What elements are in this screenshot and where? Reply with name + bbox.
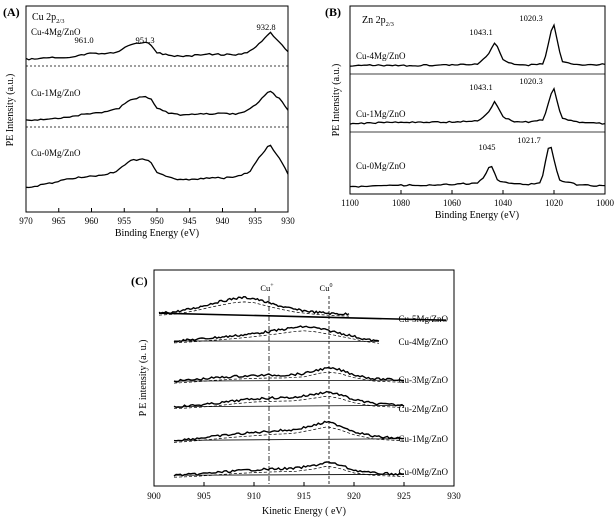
panel-b-series-line-2 xyxy=(349,146,606,188)
panel-c-label: (C) xyxy=(131,274,148,288)
panel-a-series-label-2: Cu-0Mg/ZnO xyxy=(31,148,81,158)
panel-c-series-line-5 xyxy=(173,461,405,477)
panel-c-series-label-0: Cu-5Mg/ZnO xyxy=(399,314,449,324)
panel-c-tick-label-0: 900 xyxy=(147,491,161,501)
panel-c-series-line-1 xyxy=(173,325,380,343)
panel-c-fit-line-1 xyxy=(173,330,380,344)
panel-c-series-line-0 xyxy=(158,295,350,316)
panel-c-tick-label-1: 905 xyxy=(197,491,211,501)
panel-b-peak-label-2: 1043.1 xyxy=(469,82,492,92)
panel-b-label: (B) xyxy=(325,5,341,19)
panel-b-peak-label-1: 1020.3 xyxy=(519,13,542,23)
panel-b-frame xyxy=(349,5,606,195)
panel-a-series-label-1: Cu-1Mg/ZnO xyxy=(31,88,81,98)
panel-c-series-label-4: Cu-1Mg/ZnO xyxy=(399,434,449,444)
panel-b-tick-label-3: 1040 xyxy=(494,198,513,208)
panel-c-tick-label-3: 915 xyxy=(297,491,311,501)
panel-c-series-label-2: Cu-3Mg/ZnO xyxy=(399,375,449,385)
panel-b-series-label-0: Cu-4Mg/ZnO xyxy=(356,51,406,61)
panel-b-peak-label-3: 1020.3 xyxy=(519,76,542,86)
panel-a-tick-label-5: 945 xyxy=(183,216,197,226)
panel-c-fit-line-0 xyxy=(158,301,350,317)
panel-b-peak-label-5: 1021.7 xyxy=(517,135,540,145)
panel-c-ylabel: P E intensity (a. u.) xyxy=(138,340,149,417)
panel-c-series-label-3: Cu-2Mg/ZnO xyxy=(399,404,449,414)
panel-a-tick-label-2: 960 xyxy=(85,216,99,226)
panel-c-fit-line-3 xyxy=(173,395,405,410)
panel-b-series-line-1 xyxy=(349,86,606,125)
panel-a-tick-label-7: 935 xyxy=(249,216,263,226)
panel-c-baseline-0 xyxy=(158,312,447,322)
panel-b-tick-label-2: 1060 xyxy=(443,198,462,208)
panel-c-tick-label-5: 925 xyxy=(397,491,411,501)
panel-a-xlabel: Binding Energy (eV) xyxy=(115,228,199,239)
panel-b-tick-label-4: 1020 xyxy=(545,198,564,208)
panel-c-series-label-5: Cu-0Mg/ZnO xyxy=(399,467,449,477)
panel-b-tick-label-1: 1080 xyxy=(392,198,411,208)
panel-a-title: Cu 2p2/3 xyxy=(32,12,64,25)
cu-plus-label: Cu+ xyxy=(260,283,274,293)
panel-a-peak-label-2: 932.8 xyxy=(256,22,275,32)
panel-a-peak-label-1: 951.3 xyxy=(135,35,154,45)
panel-b-peak-label-0: 1043.1 xyxy=(469,27,492,37)
panel-c-baseline-5 xyxy=(173,473,405,476)
panel-a-tick-label-0: 970 xyxy=(19,216,33,226)
panel-a-series-line-0 xyxy=(25,31,289,61)
panel-c-series-line-3 xyxy=(173,390,405,409)
panel-a-tick-label-1: 965 xyxy=(52,216,66,226)
panel-b-tick-label-5: 1000 xyxy=(596,198,614,208)
panel-a-tick-label-6: 940 xyxy=(216,216,230,226)
panel-b-series-label-1: Cu-1Mg/ZnO xyxy=(356,109,406,119)
panel-a-tick-label-4: 950 xyxy=(150,216,164,226)
panel-a-series-label-0: Cu-4Mg/ZnO xyxy=(31,27,81,37)
panel-c-baseline-3 xyxy=(173,405,405,408)
panel-a-peak-label-0: 961.0 xyxy=(74,35,93,45)
panel-c-series-label-1: Cu-4Mg/ZnO xyxy=(399,337,449,347)
panel-a-label: (A) xyxy=(3,5,20,19)
panel-a-tick-label-3: 955 xyxy=(118,216,132,226)
panel-b-xlabel: Binding Energy (eV) xyxy=(435,210,519,221)
panel-c-fit-line-2 xyxy=(173,371,405,384)
panel-c-tick-label-4: 920 xyxy=(347,491,361,501)
panel-a-series-line-1 xyxy=(25,90,289,122)
panel-c-fit-line-5 xyxy=(173,465,405,478)
panel-a-series-line-2 xyxy=(25,144,289,189)
panel-a: (A) Cu 2p2/3 PE Intensity (a.u.) Binding… xyxy=(3,5,295,239)
panel-b: (B) Zn 2p2/3 PE Intensity (a.u.) Binding… xyxy=(325,5,614,221)
panel-c-baseline-2 xyxy=(173,379,405,382)
panel-b-title: Zn 2p2/3 xyxy=(362,15,394,28)
panel-c-series-line-2 xyxy=(173,366,405,383)
panel-c-xlabel: Kinetic Energy ( eV) xyxy=(262,506,346,517)
panel-c-series-line-4 xyxy=(173,420,405,442)
panel-c-baseline-4 xyxy=(173,438,405,441)
panel-b-series-line-0 xyxy=(349,23,606,67)
panel-b-series-label-2: Cu-0Mg/ZnO xyxy=(356,161,406,171)
panel-b-tick-label-0: 1100 xyxy=(341,198,359,208)
cu-zero-label: Cu0 xyxy=(320,283,333,293)
panel-a-ylabel: PE Intensity (a.u.) xyxy=(5,74,16,147)
panel-c-tick-label-6: 930 xyxy=(447,491,461,501)
panel-c-tick-label-2: 910 xyxy=(247,491,261,501)
panel-b-ylabel: PE Intensity (a.u.) xyxy=(331,64,342,137)
panel-c-fit-line-4 xyxy=(173,426,405,443)
panel-c: (C) P E intensity (a. u.) Kinetic Energy… xyxy=(131,269,461,517)
panel-b-peak-label-4: 1045 xyxy=(479,142,496,152)
panel-a-tick-label-8: 930 xyxy=(281,216,295,226)
